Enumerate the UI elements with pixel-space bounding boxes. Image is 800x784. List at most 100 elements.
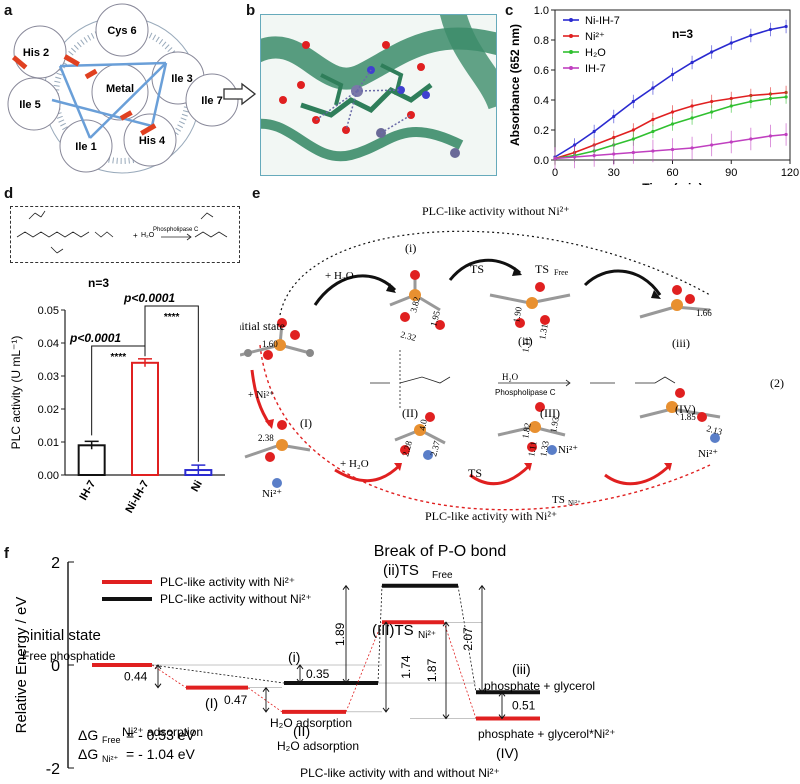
y-tick-label: 1.0	[534, 5, 549, 17]
peptide-circles	[7, 3, 239, 173]
label-ii: (ii)	[518, 334, 533, 348]
y-axis-label: PLC activity (U mL⁻¹)	[9, 336, 23, 450]
data-point	[651, 86, 655, 90]
legend-label: PLC-like activity with Ni²⁺	[160, 575, 295, 589]
gap-arrow-head	[478, 687, 486, 694]
legend-marker	[569, 34, 573, 38]
data-point	[710, 143, 714, 147]
ts-ni-sub: Ni²⁺	[568, 499, 581, 507]
dg-free-value: = - 0.53 eV	[126, 727, 196, 743]
data-point	[710, 110, 714, 114]
y-tick-label: 0.05	[38, 305, 59, 317]
bar	[77, 444, 106, 477]
molecule-ii	[489, 282, 571, 328]
y-tick-label: 0.6	[534, 65, 549, 77]
reaction-scheme: H₂O + Phospholipase C	[16, 210, 228, 254]
gap-label: 0.51	[512, 698, 536, 712]
data-point	[592, 129, 596, 134]
label-ni-adsorption: Ni²⁺ adsorption	[122, 725, 203, 739]
label-h2o-adsorption-i: H₂O adsorption	[270, 716, 352, 730]
x-tick-label: 0	[552, 167, 558, 179]
label-I: (I)	[300, 416, 312, 430]
legend-marker	[569, 66, 573, 70]
bar	[131, 361, 159, 476]
gap-arrow-head	[342, 584, 350, 590]
level-connector	[151, 664, 285, 684]
label-II: (II)	[293, 723, 310, 739]
molecule-III	[497, 402, 566, 455]
data-point	[729, 140, 733, 144]
x-tick-label: 30	[608, 167, 620, 179]
y-tick-label: 0.01	[38, 437, 59, 449]
gap-arrow-head	[296, 664, 304, 670]
data-point	[553, 156, 557, 161]
gap-label: 0.47	[224, 693, 248, 707]
label-ts-ni: (III)TS	[372, 622, 414, 639]
x-axis-label: Time (min)	[642, 181, 702, 185]
label-iii: (iii)	[512, 661, 531, 677]
h2o-bottom-label: + H₂O	[340, 458, 369, 470]
data-point	[749, 137, 753, 141]
x-tick-label: 60	[666, 167, 678, 179]
reaction-scheme-box: H₂O + Phospholipase C	[10, 206, 240, 263]
chart-title: Break of P-O bond	[374, 543, 507, 560]
dist-6: 1.31	[537, 323, 550, 340]
data-point	[768, 134, 773, 138]
ts-ni-label: TS	[552, 494, 565, 506]
reaction2-water: H₂O	[502, 372, 519, 382]
data-point	[749, 33, 753, 38]
reaction2-enzyme: Phospholipase C	[495, 388, 556, 397]
y-tick-label: 0.04	[38, 338, 59, 350]
p-value-2: p<0.0001	[123, 291, 175, 305]
circle-label-his4: His 4	[139, 135, 166, 147]
dist-1: 1.60	[262, 339, 278, 349]
data-point	[612, 135, 616, 140]
n-annotation: n=3	[672, 27, 693, 41]
gap-label: 0.35	[306, 667, 330, 681]
dist-17: 1.85	[680, 412, 696, 422]
data-point	[710, 99, 714, 104]
gap-arrow-head	[262, 707, 270, 713]
label-initial-state: initial state	[30, 627, 101, 644]
level-connector	[443, 622, 477, 719]
dist-10: 2.28	[400, 439, 414, 457]
chart-c-absorbance: 0.0 0.2 0.4 0.6 0.8 1.0 0 30 60 90 120 Time (min) Ab…	[508, 5, 799, 185]
data-point	[631, 99, 635, 104]
n-label: n=3	[88, 276, 109, 290]
ts-top-label: TS	[470, 262, 484, 276]
x-tick-label: 120	[781, 167, 799, 179]
data-point	[729, 41, 733, 45]
data-point	[612, 152, 616, 156]
data-point	[651, 129, 655, 134]
dg-free-sub: Free	[102, 735, 121, 745]
dist-12: 4.0	[417, 418, 429, 431]
y-tick-label: 0.8	[534, 35, 549, 47]
panel-label-c: c	[505, 2, 514, 19]
data-point	[729, 104, 733, 108]
gap-arrow-head	[498, 691, 506, 697]
legend-label: Ni-IH-7	[585, 15, 620, 27]
gap-label: 1.74	[399, 655, 413, 679]
data-point	[768, 27, 773, 32]
dg-free-symbol: ΔG	[78, 727, 98, 743]
data-point	[784, 24, 788, 29]
initial-state-label: initial state	[240, 319, 285, 333]
y-tick-label: 0.02	[38, 404, 59, 416]
x-tick-label: 90	[725, 167, 737, 179]
circle-label-ile7: Ile 7	[201, 95, 222, 107]
x-tick-label: Ni-IH-7	[123, 479, 151, 516]
gap-arrow-head	[442, 621, 450, 627]
label-i: (i)	[288, 649, 300, 665]
sig-stars-2: ****	[164, 312, 180, 323]
dist-11: 2.37	[428, 439, 442, 457]
dist-5: 1.90	[511, 306, 524, 324]
label-h2o-adsorption-II: H₂O adsorption	[277, 739, 359, 753]
data-point	[631, 150, 635, 155]
level-connector	[345, 622, 383, 713]
data-point	[651, 117, 655, 122]
label-II: (II)	[402, 406, 418, 420]
data-point	[670, 110, 675, 114]
molecule-iii	[639, 285, 711, 319]
metal-bonds	[11, 54, 157, 136]
dist-9: 2.38	[258, 433, 274, 443]
